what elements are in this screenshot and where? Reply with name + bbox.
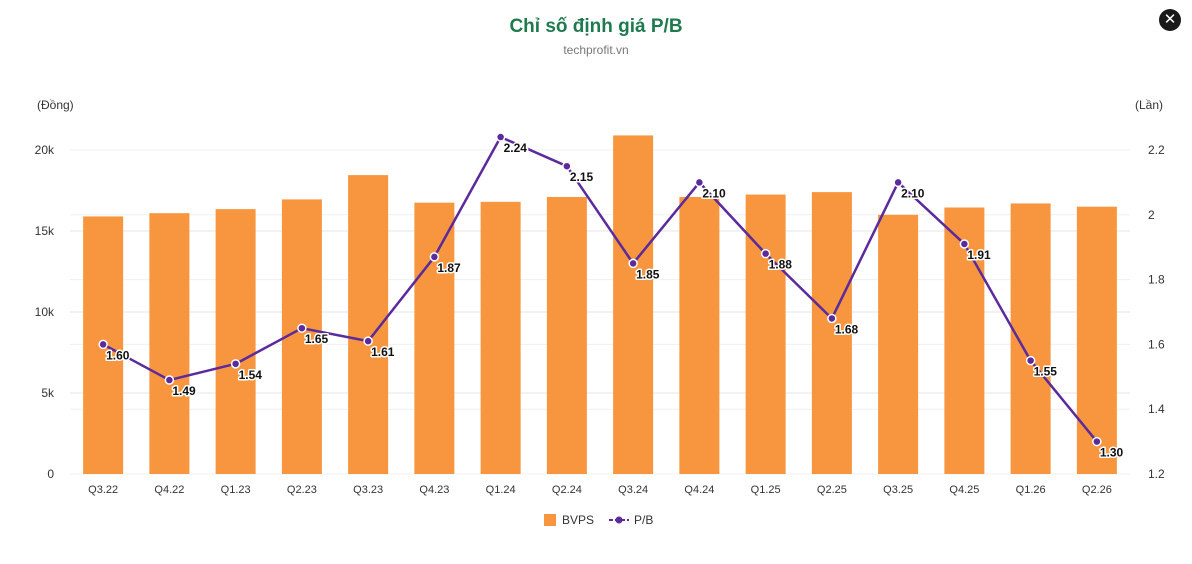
y-right-tick-label: 1.4 (1148, 402, 1165, 416)
legend-bvps-swatch[interactable] (544, 514, 556, 526)
bvps-bar[interactable] (745, 194, 786, 475)
y-right-tick-label: 1.8 (1148, 273, 1165, 287)
pb-point[interactable] (230, 359, 241, 369)
pb-point[interactable] (893, 177, 903, 188)
pb-data-label: 2.10 (702, 186, 726, 200)
bvps-bar[interactable] (878, 214, 919, 475)
y-left-unit: (Đồng) (37, 98, 74, 112)
chart-subtitle: techprofit.vn (563, 43, 629, 57)
x-tick-label: Q1.25 (751, 484, 781, 496)
pb-data-label: 1.55 (1034, 365, 1058, 379)
legend-pb-label[interactable]: P/B (634, 513, 653, 527)
x-tick-label: Q2.26 (1082, 484, 1112, 496)
x-tick-label: Q4.24 (684, 484, 714, 496)
axes: 0 5k 10k 15k 20k 1.2 1.4 1.6 1.8 2 2.2 (Đồng) (Lần) Q… (35, 98, 1165, 496)
legend-bvps-label[interactable]: BVPS (562, 513, 594, 527)
x-tick-label: Q4.25 (949, 484, 979, 496)
pb-point[interactable] (628, 258, 638, 269)
x-tick-label: Q3.25 (883, 484, 913, 496)
pb-point[interactable] (1025, 355, 1036, 366)
pb-line (98, 132, 1102, 447)
pb-data-label: 1.60 (106, 348, 130, 362)
bvps-bar[interactable] (149, 213, 190, 474)
x-tick-label: Q1.24 (486, 484, 516, 496)
bvps-bar[interactable] (944, 207, 985, 474)
y-right-tick-label: 2.2 (1148, 143, 1165, 157)
close-icon[interactable]: ✕ (1159, 9, 1181, 31)
pb-data-label: 1.49 (172, 384, 196, 398)
pb-point[interactable] (164, 375, 175, 385)
chart-title: Chỉ số định giá P/B (509, 16, 683, 37)
y-left-tick-label: 15k (35, 224, 55, 238)
pb-data-label: 1.54 (239, 368, 263, 382)
x-tick-label: Q2.24 (552, 484, 582, 496)
y-left-tick-label: 5k (41, 386, 55, 400)
pb-data-label: 2.24 (504, 141, 528, 155)
pb-point[interactable] (363, 336, 373, 346)
x-tick-label: Q2.25 (817, 484, 847, 496)
pb-data-label: 1.88 (769, 258, 793, 272)
pb-data-label: 1.65 (305, 332, 329, 346)
pb-data-labels: 1.60 1.49 1.54 1.65 1.61 1.87 2.24 2.15 1.85 2.10… (105, 140, 1125, 462)
pb-point[interactable] (562, 161, 572, 171)
bvps-bar[interactable] (1076, 206, 1117, 474)
x-tick-label: Q3.24 (618, 484, 648, 496)
legend: BVPS P/B (544, 513, 653, 527)
bvps-bar[interactable] (679, 196, 720, 475)
bvps-bar[interactable] (613, 135, 654, 475)
bvps-bar[interactable] (811, 192, 852, 474)
pb-point[interactable] (429, 252, 440, 262)
bvps-bar[interactable] (480, 201, 521, 474)
legend-pb-marker (615, 516, 623, 524)
pb-data-label: 1.68 (835, 322, 859, 336)
pb-point[interactable] (1092, 436, 1102, 447)
x-tick-label: Q4.22 (154, 484, 184, 496)
y-right-tick-label: 1.6 (1148, 337, 1165, 351)
x-tick-label: Q2.23 (287, 484, 317, 496)
x-tick-label: Q1.26 (1016, 484, 1046, 496)
y-right-tick-label: 1.2 (1148, 467, 1165, 481)
pb-data-label: 1.61 (371, 345, 395, 359)
y-left-tick-label: 20k (35, 143, 55, 157)
pb-series-line (102, 135, 1098, 443)
pb-point[interactable] (495, 132, 506, 142)
x-tick-label: Q1.23 (221, 484, 251, 496)
pb-data-label: 1.30 (1100, 446, 1124, 460)
x-tick-label: Q3.23 (353, 484, 383, 496)
pb-data-label: 1.85 (636, 267, 660, 281)
x-tick-label: Q4.23 (419, 484, 449, 496)
y-right-tick-label: 2 (1148, 208, 1155, 222)
pb-data-label: 2.15 (570, 170, 594, 184)
pb-point[interactable] (827, 313, 837, 324)
pb-data-label: 2.10 (901, 186, 925, 200)
pb-data-label: 1.87 (437, 261, 461, 275)
x-tick-label: Q3.22 (88, 484, 118, 496)
pb-data-label: 1.91 (967, 248, 991, 262)
y-right-unit: (Lần) (1135, 98, 1163, 112)
pb-point[interactable] (98, 339, 108, 350)
pb-point[interactable] (760, 248, 771, 259)
bvps-bar[interactable] (1010, 203, 1051, 474)
pb-point[interactable] (959, 239, 970, 249)
bvps-bar[interactable] (414, 202, 455, 474)
bvps-bar[interactable] (215, 209, 256, 474)
pb-point[interactable] (297, 323, 307, 333)
bvps-bars (83, 135, 1117, 475)
pb-point[interactable] (694, 177, 705, 188)
y-left-tick-label: 10k (35, 305, 55, 319)
bvps-bar[interactable] (546, 196, 587, 475)
y-left-tick-label: 0 (47, 467, 54, 481)
